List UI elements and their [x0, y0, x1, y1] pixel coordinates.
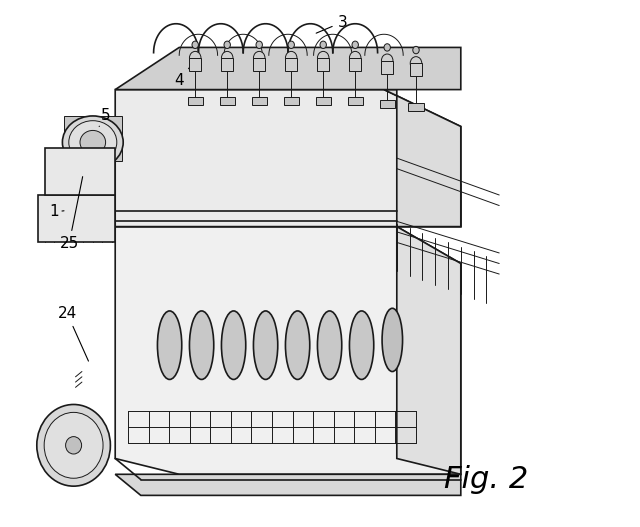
Ellipse shape: [80, 130, 106, 154]
Text: 5: 5: [99, 109, 111, 126]
Text: 24: 24: [58, 306, 88, 361]
Text: Fig. 2: Fig. 2: [444, 465, 529, 494]
Polygon shape: [397, 227, 461, 474]
Polygon shape: [64, 116, 122, 161]
Bar: [380, 100, 395, 108]
Ellipse shape: [253, 51, 265, 64]
Bar: [252, 97, 267, 105]
Ellipse shape: [37, 405, 111, 486]
Polygon shape: [45, 148, 115, 195]
Ellipse shape: [189, 311, 214, 379]
Text: 3: 3: [316, 15, 348, 33]
Bar: [410, 63, 422, 76]
Ellipse shape: [221, 311, 246, 379]
Bar: [220, 97, 235, 105]
Ellipse shape: [317, 311, 342, 379]
Polygon shape: [115, 184, 461, 227]
Ellipse shape: [256, 41, 262, 48]
Bar: [348, 97, 363, 105]
Ellipse shape: [384, 44, 390, 51]
Ellipse shape: [63, 116, 123, 169]
Ellipse shape: [413, 46, 419, 54]
Bar: [253, 58, 265, 71]
Bar: [349, 58, 361, 71]
Ellipse shape: [317, 51, 329, 64]
Ellipse shape: [352, 41, 358, 48]
Ellipse shape: [253, 311, 278, 379]
Ellipse shape: [288, 41, 294, 48]
Text: 1: 1: [49, 204, 64, 219]
Bar: [188, 97, 203, 105]
Ellipse shape: [381, 54, 393, 67]
Ellipse shape: [285, 311, 310, 379]
Ellipse shape: [382, 308, 403, 372]
Ellipse shape: [285, 51, 297, 64]
Ellipse shape: [410, 57, 422, 70]
Polygon shape: [115, 90, 461, 227]
Ellipse shape: [157, 311, 182, 379]
Ellipse shape: [189, 51, 201, 64]
Bar: [408, 103, 424, 111]
Ellipse shape: [44, 412, 103, 479]
Bar: [316, 97, 331, 105]
Ellipse shape: [221, 51, 233, 64]
Text: 25: 25: [60, 177, 83, 251]
Bar: [284, 97, 299, 105]
Polygon shape: [384, 90, 461, 227]
Ellipse shape: [224, 41, 230, 48]
Bar: [317, 58, 329, 71]
Bar: [285, 58, 297, 71]
Bar: [381, 61, 393, 74]
Polygon shape: [38, 195, 115, 242]
Ellipse shape: [320, 41, 326, 48]
Ellipse shape: [66, 436, 82, 454]
Ellipse shape: [349, 51, 361, 64]
Bar: [189, 58, 201, 71]
Ellipse shape: [349, 311, 374, 379]
Polygon shape: [115, 227, 461, 474]
Ellipse shape: [69, 121, 117, 164]
Polygon shape: [115, 474, 461, 495]
Ellipse shape: [192, 41, 198, 48]
Polygon shape: [115, 47, 461, 90]
Text: 4: 4: [174, 63, 193, 87]
Bar: [221, 58, 233, 71]
